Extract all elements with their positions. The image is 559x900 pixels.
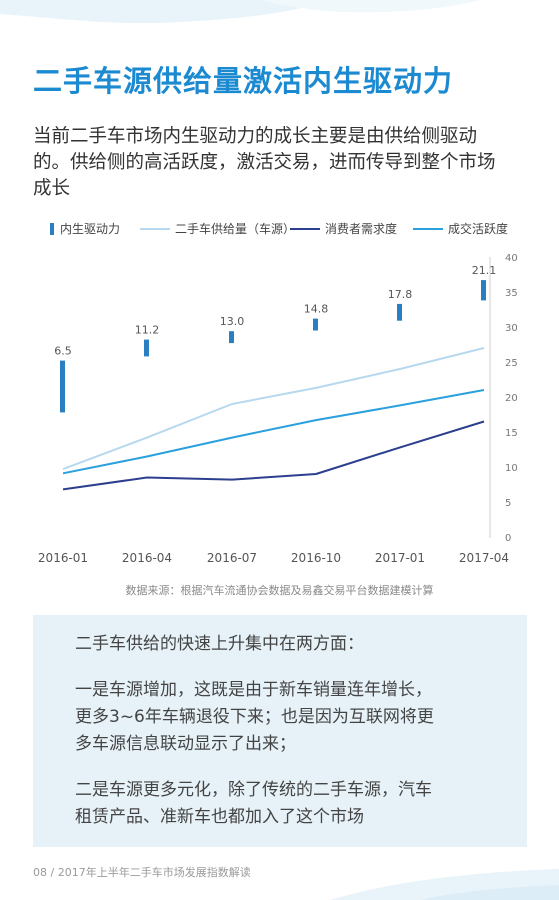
x-tick-label: 2016-10 [291,551,341,565]
driver-value-label: 21.1 [472,264,497,277]
intro-line: 当前二手车市场内生驱动力的成长主要是由供给侧驱动 [33,126,478,147]
x-tick-label: 2016-07 [207,551,257,565]
footer-wave-decoration [330,869,559,900]
driver-value-label: 6.5 [54,345,72,358]
legend-swatch-driver [50,223,54,235]
page-title: 二手车源供给量激活内生驱动力 [33,64,454,98]
driver-value-label: 14.8 [304,303,329,316]
series-lines [62,347,485,491]
summary-point1-line: 更多3~6年车辆退役下来；也是因为互联网将更 [75,707,434,727]
driver-value-label: 13.0 [220,315,245,328]
driver-bar [313,318,318,331]
series-line-demand [62,420,485,491]
chart-legend: 内生驱动力 二手车供给量（车源） 消费者需求度 成交活跃度 [50,221,508,236]
summary-point1-line: 一是车源增加，这既是由于新车销量连年增长， [75,680,432,700]
y-tick-label: 15 [505,428,518,439]
y-axis-ticks: 0 5 10 15 20 25 30 35 40 [505,253,518,544]
driver-bars: 6.5 11.2 13.0 14.8 17.8 21.1 [54,264,497,413]
summary-point1-line: 多车源信息联动显示了出来； [75,734,296,754]
summary-point2-line: 租赁产品、准新车也都加入了这个市场 [75,807,364,827]
y-tick-label: 30 [505,323,518,334]
x-axis-ticks: 2016-01 2016-04 2016-07 2016-10 2017-01 2017-… [38,551,509,565]
y-tick-label: 40 [505,253,518,264]
data-source-note: 数据来源：根据汽车流通协会数据及易鑫交易平台数据建模计算 [125,584,434,597]
legend-label-supply: 二手车供给量（车源） [175,221,295,236]
summary-heading: 二手车供给的快速上升集中在两方面： [75,634,364,654]
x-tick-label: 2016-01 [38,551,88,565]
x-tick-label: 2017-01 [375,551,425,565]
y-tick-label: 5 [505,498,511,509]
driver-bar [397,303,402,321]
y-tick-label: 25 [505,358,518,369]
y-tick-label: 20 [505,393,518,404]
chart: 内生驱动力 二手车供给量（车源） 消费者需求度 成交活跃度 0 5 10 15 20 25… [38,221,518,565]
legend-label-driver: 内生驱动力 [60,222,120,236]
driver-value-label: 11.2 [135,324,160,337]
intro-line: 成长 [33,178,71,199]
intro-paragraph: 当前二手车市场内生驱动力的成长主要是由供给侧驱动 的。供给侧的高活跃度，激活交易… [33,124,533,202]
series-line-activity [62,389,485,475]
driver-bar [60,360,65,413]
x-tick-label: 2016-04 [122,551,172,565]
y-tick-label: 0 [505,533,511,544]
legend-label-activity: 成交活跃度 [448,221,508,236]
driver-value-label: 17.8 [388,288,413,301]
page-footer: 08 / 2017年上半年二手车市场发展指数解读 [33,866,251,879]
y-tick-label: 35 [505,288,518,299]
series-line-supply [62,347,485,471]
intro-line: 的。供给侧的高活跃度，激活交易，进而传导到整个市场 [33,152,496,173]
driver-bar [229,331,234,344]
legend-label-demand: 消费者需求度 [325,221,397,236]
summary-point2-line: 二是车源更多元化，除了传统的二手车源，汽车 [75,780,432,800]
y-tick-label: 10 [505,463,518,474]
driver-bar [144,339,149,357]
header-wave-decoration [0,0,480,24]
summary-box: 二手车供给的快速上升集中在两方面： 一是车源增加，这既是由于新车销量连年增长， … [33,615,527,847]
x-tick-label: 2017-04 [459,551,509,565]
driver-bar [481,280,486,301]
